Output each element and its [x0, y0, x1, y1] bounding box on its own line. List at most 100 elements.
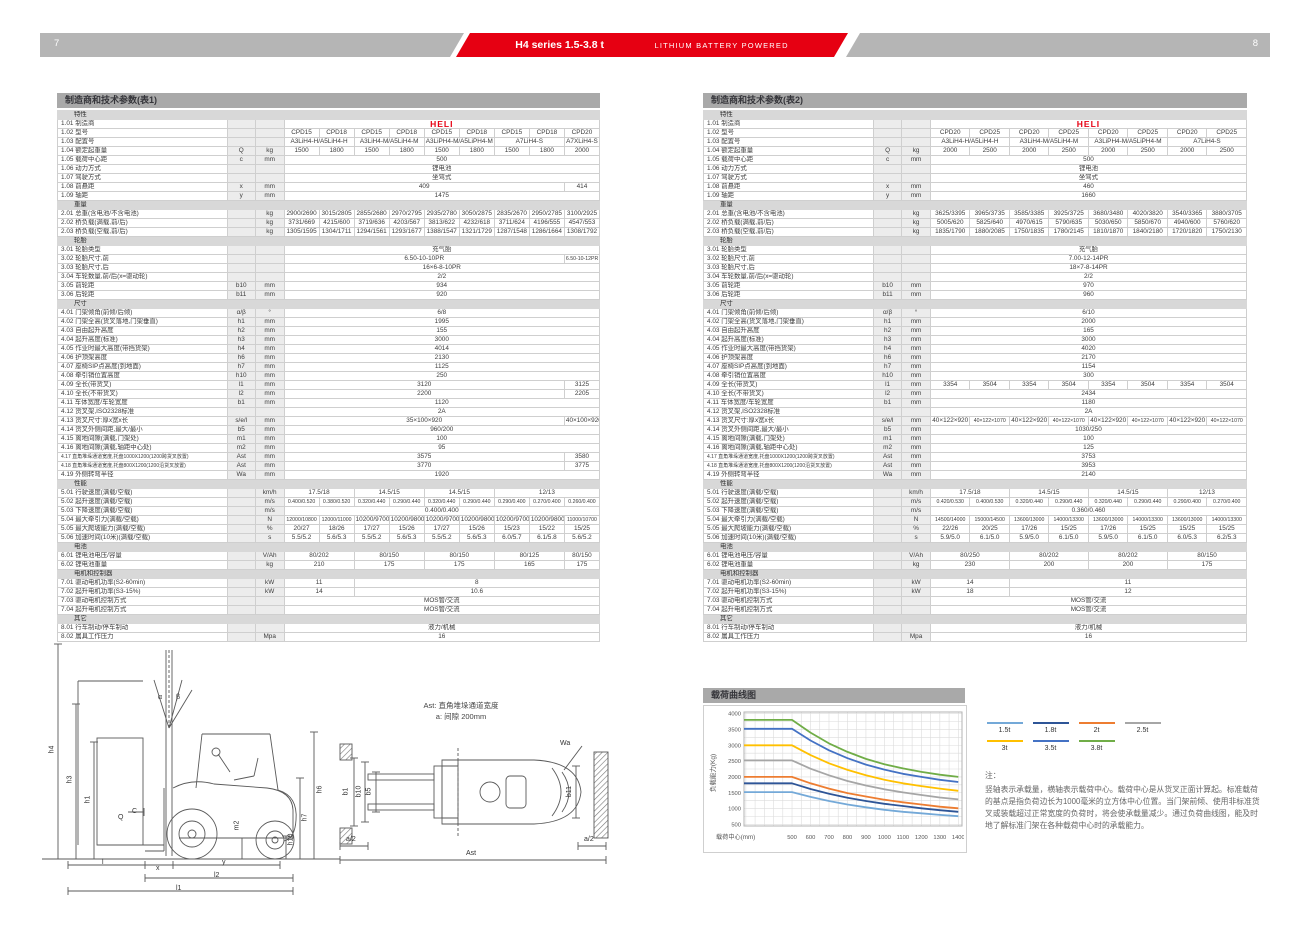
table-row: 4.19 外侧转弯半径 Wa mm 1920	[57, 470, 601, 480]
table-row: 8.01 行车制动/停车制动 液力/机械	[57, 623, 601, 633]
table-row: 1.08 前悬距 x mm 409 414	[57, 182, 601, 192]
svg-text:1500: 1500	[728, 791, 741, 797]
svg-text:2500: 2500	[728, 759, 741, 765]
legend-label: 3t	[1001, 745, 1008, 752]
table-row: 4.12 货叉架,ISO2328标准 2A	[57, 407, 601, 417]
table-row: 4.07 座椅SIP点高度(到地面) h7 mm 1154	[703, 362, 1248, 372]
legend-label: 1.8t	[1044, 727, 1057, 734]
table-row: 5.06 加速时间(10米)(满载/空载) s 5.5/5.2 5.6/5.3 5.5/…	[57, 533, 601, 543]
table-row: 7.02 起升电机功率(S3-15%) kW 14 10.6	[57, 587, 601, 597]
section-header-row: 电机和控制器	[703, 569, 1247, 579]
dimension-label-a-2: a/2	[346, 836, 356, 843]
section-header-row: 尺寸	[703, 299, 1247, 309]
table-row: 3.05 前轮距 b10 mm 934	[57, 281, 601, 291]
table-row: 7.03 驱动电机控制方式 MOS管/交流	[57, 596, 601, 606]
dimension-label-b10: b10	[355, 785, 363, 798]
chart-plot-area: 负载能力(Kg) 500 1000 1500 2000 2500 3000 3500 4000…	[703, 705, 967, 853]
svg-text:2000: 2000	[728, 775, 741, 781]
table-row: 6.02 锂电池重量 kg 230 200 200 175	[703, 560, 1248, 570]
table-row: 2.03 桥负载(空载,前/后) kg 1835/1790 1880/2085 1750…	[703, 227, 1247, 237]
table-row: 4.10 全长(不带货叉) l2 mm 2434	[703, 389, 1248, 399]
svg-text:1100: 1100	[897, 835, 909, 841]
page-number-left: 7	[54, 38, 60, 49]
page-number-right: 8	[1252, 38, 1258, 49]
table-row: 7.01 驱动电机功率(S2-60min) kW 14 11	[703, 578, 1248, 588]
dimension-label-h6: h6	[316, 785, 324, 794]
spec-table-1-grid: 特性 1.01 制造商 HELI 1.02 型号 CPD15 CPD18 CPD15 CPD1…	[57, 110, 601, 642]
table-row: 4.05 作业时最大高度(带挡货架) h4 mm 4014	[57, 344, 601, 354]
legend-item-1.5t: 1.5t	[982, 722, 1027, 734]
load-curve-chart: 载荷曲线图 负载能力(Kg) 500 1000 1500 2000 2500 3000 35…	[703, 688, 967, 853]
table-row: 7.03 驱动电机控制方式 MOS管/交流	[703, 596, 1248, 606]
table-row: 7.04 起升电机控制方式 MOS管/交流	[57, 605, 601, 615]
table-row: 4.05 作业时最大高度(带挡货架) h4 mm 4020	[703, 344, 1248, 354]
table-row: 5.03 下降速度(满载/空载) m/s 0.360/0.460	[703, 506, 1248, 516]
legend-item-1.8t: 1.8t	[1028, 722, 1073, 734]
dimension-label-β: β	[176, 694, 181, 701]
dimension-label-Ast: Ast	[466, 850, 477, 857]
dimension-label-Wa: Wa	[560, 740, 571, 747]
table-row: 2.01 总重(含电池/不含电池) kg 2900/2690 3015/2805 285…	[57, 209, 601, 219]
section-header-row: 轮胎	[703, 236, 1247, 246]
table-row: 4.13 货叉尺寸:厚x宽x长 s/e/l mm 35×100×920 40×100×9…	[57, 416, 601, 426]
table-row: 8.01 行车制动/停车制动 液力/机械	[703, 623, 1248, 633]
table-row: 4.02 门架全高(货叉落地,门架垂直) h1 mm 1995	[57, 317, 601, 327]
table-row: 8.02 属具工作压力 Mpa 16	[703, 632, 1248, 642]
table-row: 3.06 后轮距 b11 mm 920	[57, 290, 601, 300]
dimension-label-C: C	[132, 808, 138, 815]
table-row: 1.01 制造商 HELI	[703, 119, 1248, 129]
svg-text:800: 800	[843, 835, 853, 841]
table-row: 5.06 加速时间(10米)(满载/空载) s 5.9/5.0 6.1/5.0 5.9/…	[703, 533, 1247, 543]
note-heading: 注：	[985, 771, 1001, 780]
table-row: 4.14 货叉外侧间距,最大/最小 b5 mm 960/200	[57, 425, 601, 435]
dimension-label-h1: h1	[84, 795, 92, 804]
table-row: 5.02 起升速度(满载/空载) m/s 0.420/0.530 0.400/0.53…	[703, 497, 1247, 507]
chart-svg: 500 1000 1500 2000 2500 3000 3500 4000 500 600 700…	[716, 711, 965, 841]
svg-text:1000: 1000	[878, 835, 891, 841]
dimension-label-l2: l2	[214, 872, 220, 879]
dimension-label-h4: h4	[48, 745, 56, 754]
dimension-label-h10: h10	[287, 833, 295, 846]
legend-label: 1.5t	[998, 727, 1011, 734]
table-row: 1.03 配置号 A3LiH4-H/A5LiH4-H A3LiH4-M/A5LiH4…	[57, 137, 601, 147]
spec-table-1: 制造商和技术参数(表1) 特性 1.01 制造商 HELI 1.02 型号 CPD15 C…	[57, 93, 601, 642]
svg-text:载荷中心(mm): 载荷中心(mm)	[716, 833, 755, 841]
section-header-row: 性能	[57, 479, 600, 489]
spec-table-2: 制造商和技术参数(表2) 特性 1.01 制造商 HELI 1.02 型号 CPD20 C…	[703, 93, 1248, 642]
table-row: 4.15 离地间隙(满载,门架处) m1 mm 100	[703, 434, 1248, 444]
legend-label: 3.8t	[1090, 745, 1103, 752]
svg-text:700: 700	[824, 835, 834, 841]
header-band-right: 8	[846, 33, 1270, 57]
svg-text:1000: 1000	[728, 807, 741, 813]
legend-swatch	[1032, 722, 1069, 724]
table-row: 1.07 驾驶方式 坐驾式	[703, 173, 1248, 183]
table-row: 3.01 轮胎类型 充气胎	[703, 245, 1248, 255]
table-row: 4.18 直角堆垛通道宽度,托盘800X1200(1200沿货叉放置) Ast mm…	[57, 461, 601, 471]
dimension-label-y: y	[222, 859, 226, 866]
section-header-row: 特性	[703, 110, 1247, 120]
svg-text:500: 500	[731, 822, 741, 828]
table-row: 4.06 护顶架高度 h6 mm 2170	[703, 353, 1248, 363]
dimension-label-l: l	[102, 859, 104, 866]
table-row: 1.02 型号 CPD15 CPD18 CPD15 CPD18 CPD15 CPD18 CPD…	[57, 128, 601, 138]
legend-item-2t: 2t	[1074, 722, 1119, 734]
legend-item-3t: 3t	[982, 740, 1027, 752]
table-row: 4.18 直角堆垛通道宽度,托盘800X1200(1200沿货叉放置) Ast mm…	[703, 461, 1248, 471]
table-row: 4.04 起升高度(标准) h3 mm 3000	[703, 335, 1248, 345]
table-row: 1.09 轴距 y mm 1475	[57, 191, 601, 201]
table-row: 6.01 锂电池电压/容量 V/Ah 80/250 80/202 80/202 80/15…	[703, 551, 1248, 561]
dimension-label-l1: l1	[176, 885, 182, 892]
table-row: 2.01 总重(含电池/不含电池) kg 3625/3395 3965/3735 358…	[703, 209, 1247, 219]
legend-label: 3.5t	[1044, 745, 1057, 752]
section-header-row: 电池	[57, 542, 600, 552]
table-row: 5.05 最大爬坡能力(满载/空载)% 22/26 20/25 17/26 15/25 1…	[703, 524, 1247, 534]
legend-item-2.5t: 2.5t	[1120, 722, 1165, 734]
table-row: 6.01 锂电池电压/容量 V/Ah 80/202 80/150 80/150 80/12…	[57, 551, 601, 561]
table-row: 1.08 前悬距 x mm 460	[703, 182, 1248, 192]
table-row: 4.01 门架倾角(前倾/后倾) α/β ° 6/8	[57, 308, 601, 318]
chart-title: 载荷曲线图	[703, 688, 965, 703]
table-row: 4.09 全长(带货叉) l1 mm 3120 3125	[57, 380, 601, 390]
table-row: 4.02 门架全高(货叉落地,门架垂直) h1 mm 2000	[703, 317, 1248, 327]
legend-swatch	[1124, 722, 1161, 724]
